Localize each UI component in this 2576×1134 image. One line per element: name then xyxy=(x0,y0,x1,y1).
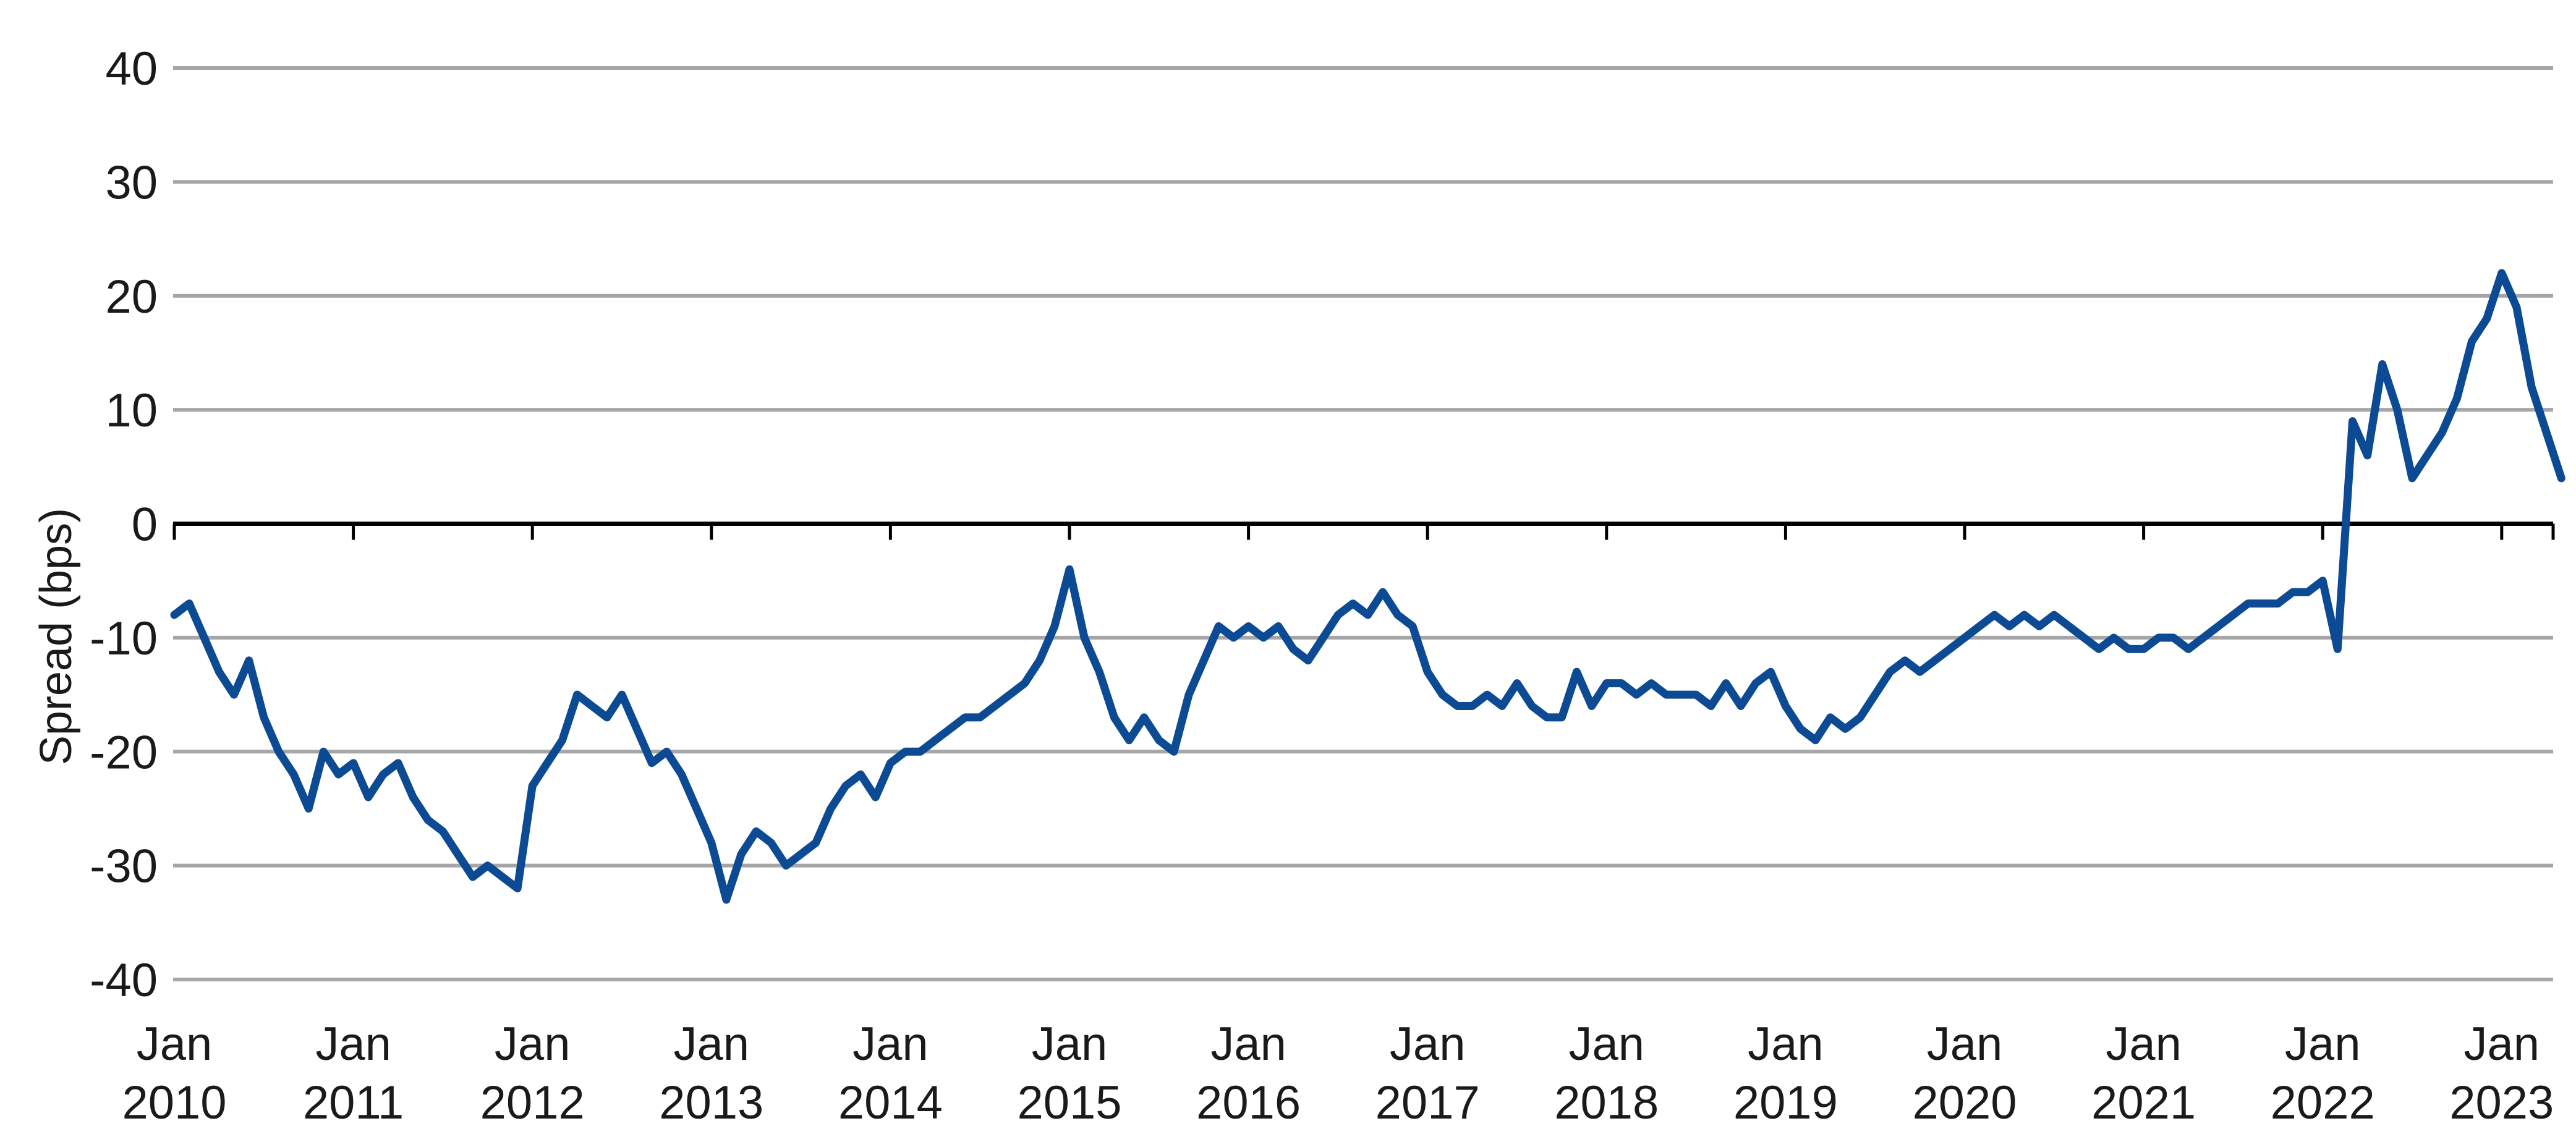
y-axis-tick-labels: 40 30 20 10 0 -10 -20 -30 -40 xyxy=(90,43,158,1007)
x-tick-label-year: 2016 xyxy=(1196,1077,1301,1129)
y-tick-label: 40 xyxy=(105,43,158,95)
x-tick-label-month: Jan xyxy=(674,1018,750,1070)
spread-series-line xyxy=(170,269,2565,904)
x-tick-label-year: 2021 xyxy=(2091,1077,2196,1129)
x-tick-label-month: Jan xyxy=(852,1018,929,1070)
x-tick-label-month: Jan xyxy=(1927,1018,2003,1070)
x-tick-label-year: 2013 xyxy=(659,1077,763,1129)
x-tick-label-month: Jan xyxy=(495,1018,571,1070)
x-tick-label-month: Jan xyxy=(1032,1018,1108,1070)
x-tick-label-month: Jan xyxy=(2106,1018,2182,1070)
x-tick-label-year: 2018 xyxy=(1554,1077,1659,1129)
x-tick-label-month: Jan xyxy=(1748,1018,1824,1070)
x-tick-label-year: 2015 xyxy=(1017,1077,1121,1129)
y-tick-label: -40 xyxy=(90,954,158,1007)
x-tick-label-year: 2019 xyxy=(1733,1077,1838,1129)
x-tick-label-year: 2023 xyxy=(2449,1077,2554,1129)
x-tick-label-year: 2022 xyxy=(2271,1077,2375,1129)
y-tick-label: 20 xyxy=(105,271,158,323)
x-tick-label-month: Jan xyxy=(2464,1018,2540,1070)
y-axis-label: Spread (bps) xyxy=(32,508,81,765)
x-axis-tick-labels: Jan 2010 Jan 2011 Jan 2012 Jan 2013 Jan 2014 Jan 20… xyxy=(122,523,2555,1129)
x-tick-label-month: Jan xyxy=(315,1018,391,1070)
x-tick-label-year: 2012 xyxy=(480,1077,585,1129)
y-tick-label: -10 xyxy=(90,612,158,665)
x-tick-label-month: Jan xyxy=(1569,1018,1645,1070)
x-tick-label-year: 2020 xyxy=(1912,1077,2017,1129)
x-tick-label-year: 2010 xyxy=(122,1077,226,1129)
x-tick-label-year: 2014 xyxy=(838,1077,943,1129)
x-tick-label-month: Jan xyxy=(2285,1018,2361,1070)
x-tick-label-month: Jan xyxy=(1210,1018,1286,1070)
y-tick-label: -20 xyxy=(90,726,158,779)
x-tick-label-month: Jan xyxy=(137,1018,213,1070)
gridlines xyxy=(173,66,2553,981)
x-tick-label-month: Jan xyxy=(1390,1018,1466,1070)
y-tick-label: 10 xyxy=(105,384,158,437)
y-tick-label: 30 xyxy=(105,156,158,209)
x-tick-label-year: 2017 xyxy=(1375,1077,1480,1129)
x-tick-label-year: 2011 xyxy=(303,1077,404,1129)
y-tick-label: 0 xyxy=(132,499,158,551)
y-tick-label: -30 xyxy=(90,840,158,893)
series-layer xyxy=(170,269,2565,904)
